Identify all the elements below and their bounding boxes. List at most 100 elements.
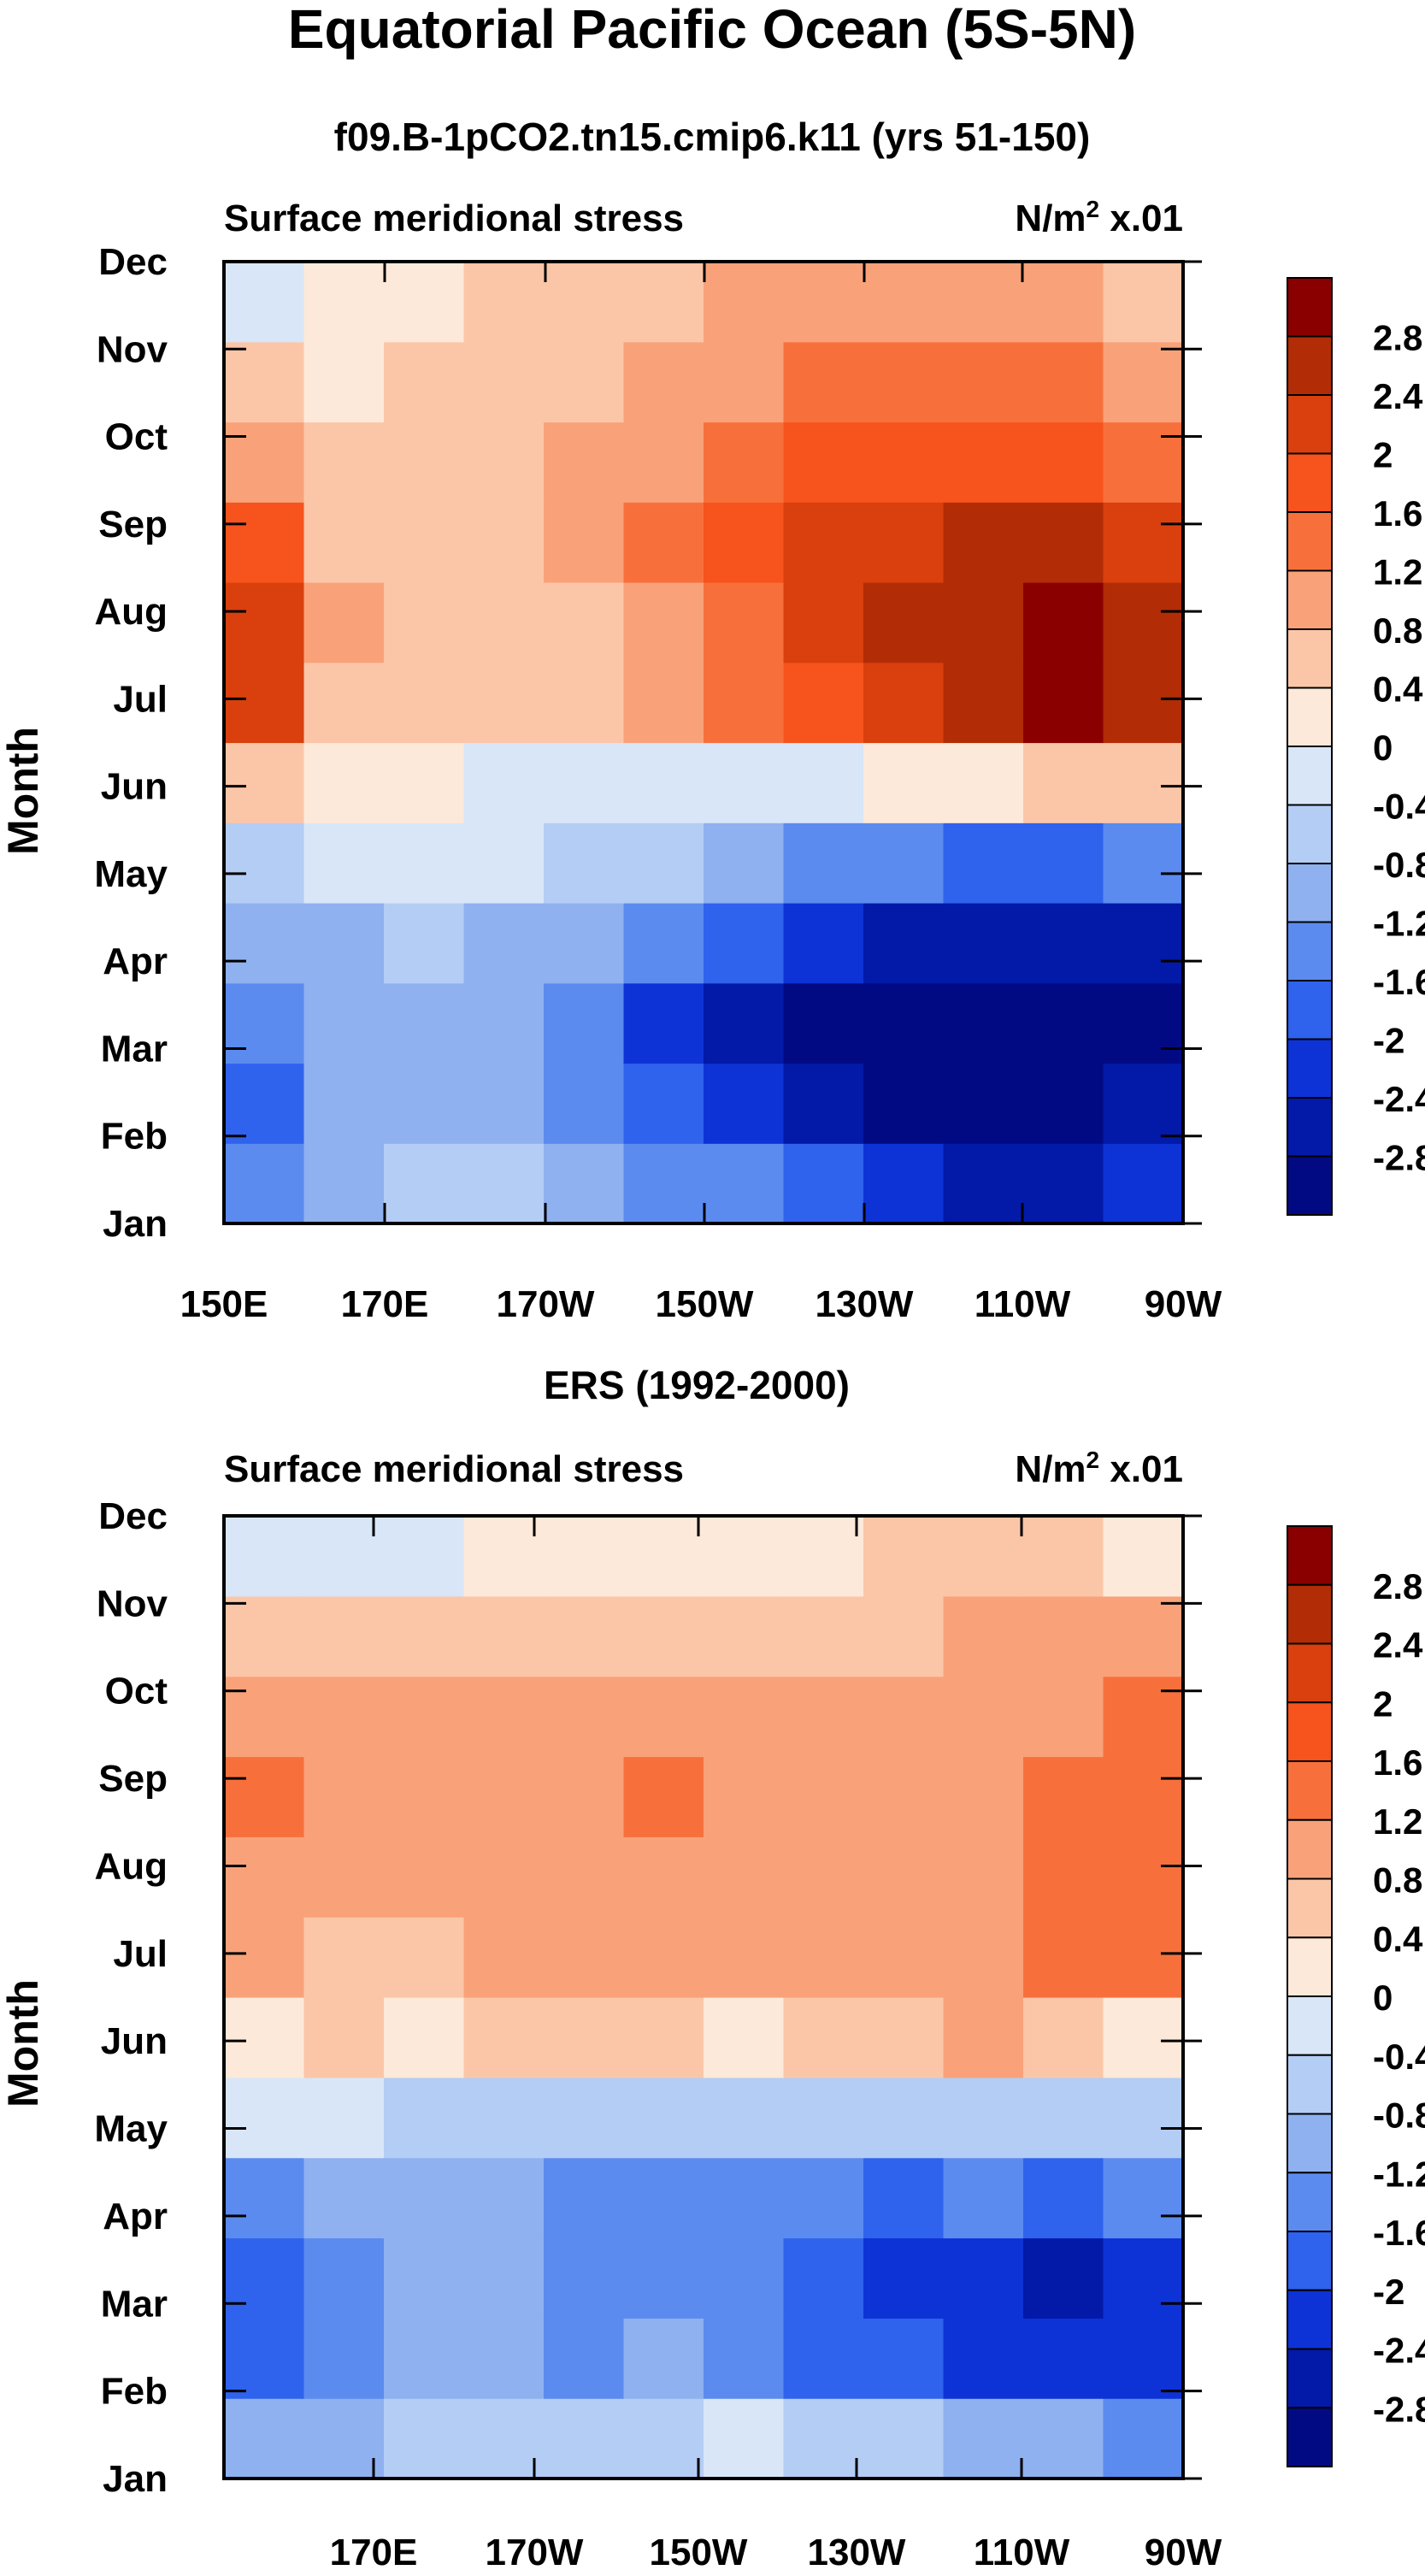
heatmap-cell bbox=[224, 2157, 305, 2239]
y-tick-label: Jan bbox=[103, 1203, 168, 1245]
heatmap-cell bbox=[544, 262, 625, 343]
colorbar-label: 2.8 bbox=[1373, 318, 1422, 358]
colorbar-label: -2.4 bbox=[1373, 2331, 1425, 2371]
heatmap-cell bbox=[704, 1836, 785, 1918]
heatmap-cell bbox=[863, 742, 945, 823]
heatmap-cell bbox=[303, 1516, 385, 1597]
heatmap-cell bbox=[704, 982, 785, 1064]
heatmap-cell bbox=[783, 662, 864, 744]
colorbar-swatch bbox=[1287, 1038, 1333, 1099]
y-tick-label: Oct bbox=[105, 1671, 168, 1712]
heatmap-cell bbox=[224, 903, 305, 984]
heatmap-cell bbox=[783, 1997, 864, 2078]
heatmap-cell bbox=[1023, 1516, 1104, 1597]
heatmap-cell bbox=[1103, 341, 1184, 423]
heatmap-cell bbox=[1103, 903, 1184, 984]
colorbar-swatch bbox=[1287, 2054, 1333, 2115]
heatmap-cell bbox=[384, 662, 465, 744]
heatmap-cell bbox=[863, 2077, 945, 2159]
heatmap-cell bbox=[623, 662, 704, 744]
panel-model-subtitle: f09.B-1pCO2.tn15.cmip6.k11 (yrs 51-150) bbox=[334, 115, 1091, 159]
heatmap-cell bbox=[224, 502, 305, 583]
heatmap-cell bbox=[783, 982, 864, 1064]
heatmap-cell bbox=[1023, 502, 1104, 583]
y-tick-label: Apr bbox=[103, 2196, 168, 2237]
y-tick-label: Dec bbox=[98, 1495, 168, 1537]
colorbar-label: 0.8 bbox=[1373, 610, 1422, 651]
colorbar-swatch bbox=[1287, 921, 1333, 981]
x-tick-label: 170E bbox=[341, 1283, 429, 1325]
heatmap-cell bbox=[463, 1836, 545, 1918]
heatmap-cell bbox=[1103, 262, 1184, 343]
heatmap-cell bbox=[544, 1997, 625, 2078]
colorbar-label: -0.8 bbox=[1373, 2096, 1425, 2136]
y-tick-label: Jun bbox=[101, 766, 168, 808]
heatmap-cell bbox=[384, 1917, 465, 1998]
colorbar-swatch bbox=[1287, 1995, 1333, 2056]
heatmap-cell bbox=[623, 982, 704, 1064]
heatmap-cell bbox=[303, 1756, 385, 1837]
heatmap-cell bbox=[224, 421, 305, 503]
heatmap-cell bbox=[463, 421, 545, 503]
colorbar-swatch bbox=[1287, 2289, 1333, 2350]
colorbar-label: 1.6 bbox=[1373, 493, 1422, 533]
heatmap-cell bbox=[224, 1516, 305, 1597]
colorbar-label: 0 bbox=[1373, 728, 1393, 768]
panel-model-y-axis: Jan Feb Mar Apr May Jun Jul Aug Sep Oct Nov Dec bbox=[94, 241, 1202, 1245]
colorbar-swatch bbox=[1287, 980, 1333, 1040]
colorbar-swatch bbox=[1287, 452, 1333, 513]
panel-ers-x-axis: 170E 170W 150W 130W 110W 90W bbox=[330, 1516, 1222, 2573]
heatmap-cell bbox=[1103, 662, 1184, 744]
x-tick-label: 90W bbox=[1145, 1283, 1222, 1325]
heatmap-cell bbox=[783, 1917, 864, 1998]
heatmap-cell bbox=[623, 2318, 704, 2399]
heatmap-cell bbox=[384, 2077, 465, 2159]
colorbar-swatch bbox=[1287, 1642, 1333, 1704]
y-tick-label: May bbox=[94, 853, 168, 895]
y-tick-label: Jul bbox=[113, 678, 168, 720]
heatmap-cell bbox=[384, 2237, 465, 2319]
heatmap-cell bbox=[623, 582, 704, 663]
heatmap-cell bbox=[544, 2077, 625, 2159]
heatmap-cell bbox=[384, 822, 465, 904]
heatmap-cell bbox=[463, 262, 545, 343]
heatmap-cell bbox=[704, 1676, 785, 1758]
panel-ers-y-axis-title: Month bbox=[0, 1979, 47, 2107]
heatmap-cell bbox=[463, 2077, 545, 2159]
heatmap-cell bbox=[704, 662, 785, 744]
heatmap-cell bbox=[783, 341, 864, 423]
heatmap-cell bbox=[623, 1595, 704, 1677]
y-tick-label: May bbox=[94, 2108, 168, 2150]
heatmap-cell bbox=[384, 1143, 465, 1224]
heatmap-cell bbox=[783, 1143, 864, 1224]
heatmap-cell bbox=[1103, 2157, 1184, 2239]
heatmap-cell bbox=[544, 1676, 625, 1758]
heatmap-cell bbox=[943, 1836, 1024, 1918]
heatmap-cell bbox=[623, 421, 704, 503]
heatmap-cell bbox=[303, 2318, 385, 2399]
heatmap-cell bbox=[544, 582, 625, 663]
heatmap-cell bbox=[224, 1917, 305, 1998]
heatmap-cell bbox=[943, 742, 1024, 823]
heatmap-cell bbox=[1023, 1836, 1104, 1918]
heatmap-cell bbox=[224, 2398, 305, 2479]
heatmap-cell bbox=[704, 1917, 785, 1998]
heatmap-cell bbox=[704, 2157, 785, 2239]
panel-ers-variable-label: Surface meridional stress bbox=[224, 1448, 684, 1490]
heatmap-cell bbox=[783, 1595, 864, 1677]
heatmap-cell bbox=[1023, 2398, 1104, 2479]
heatmap-cell bbox=[463, 1516, 545, 1597]
heatmap-cell bbox=[704, 742, 785, 823]
y-tick-label: Nov bbox=[97, 1583, 168, 1624]
x-tick-label: 150W bbox=[650, 2532, 748, 2572]
heatmap-cell bbox=[224, 982, 305, 1064]
y-tick-label: Jul bbox=[113, 1933, 168, 1975]
heatmap-cell bbox=[1023, 1917, 1104, 1998]
colorbar-swatch bbox=[1287, 1525, 1333, 1586]
heatmap-cell bbox=[863, 1063, 945, 1144]
heatmap-cell bbox=[303, 2157, 385, 2239]
heatmap-cell bbox=[943, 662, 1024, 744]
heatmap-cell bbox=[1023, 1595, 1104, 1677]
colorbar-label: 2 bbox=[1373, 435, 1393, 475]
